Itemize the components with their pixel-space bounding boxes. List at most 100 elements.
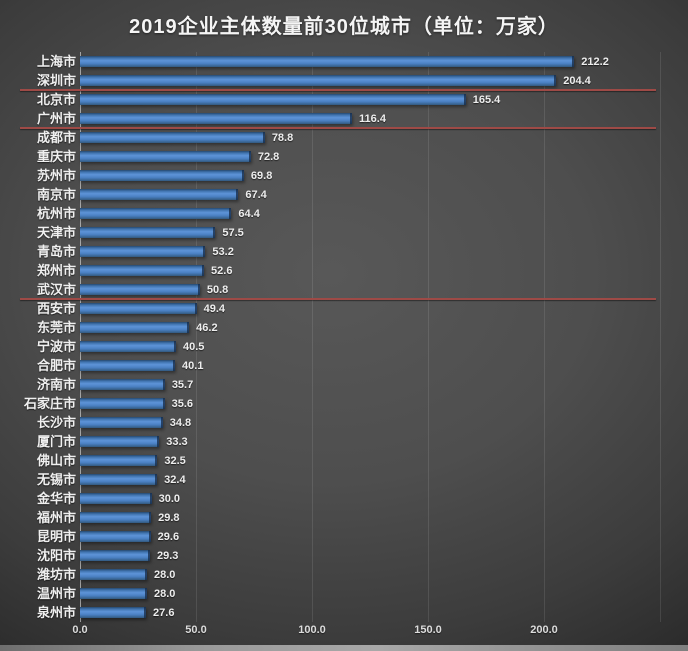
category-label: 福州市 (36, 509, 76, 525)
category-label: 天津市 (36, 224, 76, 240)
value-label: 69.8 (250, 169, 273, 182)
bar (80, 208, 232, 219)
bar (80, 151, 251, 162)
category-label: 宁波市 (36, 338, 76, 354)
x-tick-label: 200.0 (530, 624, 558, 636)
x-tick-label: 150.0 (414, 624, 442, 636)
category-label: 合肥市 (36, 357, 76, 373)
bar (80, 75, 557, 86)
bar (80, 341, 176, 352)
bar (80, 531, 151, 542)
value-label: 72.8 (257, 150, 280, 163)
value-label: 204.4 (563, 74, 591, 87)
value-label: 52.6 (211, 264, 233, 277)
bar (80, 246, 206, 257)
category-label: 北京市 (36, 91, 76, 107)
value-label: 30.0 (158, 492, 181, 505)
value-label: 49.4 (203, 302, 226, 315)
category-label: 长沙市 (36, 414, 76, 430)
category-label: 泉州市 (36, 604, 76, 620)
separator-line (20, 127, 656, 129)
bar (80, 360, 176, 371)
bar (80, 455, 158, 466)
bar (80, 417, 163, 428)
bar (80, 607, 147, 618)
category-label: 重庆市 (36, 148, 76, 164)
value-label: 27.6 (153, 606, 175, 619)
category-label: 石家庄市 (23, 395, 76, 411)
gridline (428, 52, 429, 622)
bar (80, 322, 190, 333)
value-label: 29.8 (158, 511, 180, 524)
bar (80, 569, 147, 580)
category-label: 上海市 (36, 53, 76, 69)
x-tick-label: 50.0 (185, 624, 207, 636)
value-label: 46.2 (196, 321, 218, 334)
bar (80, 398, 165, 409)
category-label: 杭州市 (36, 205, 76, 221)
category-label: 沈阳市 (36, 547, 76, 563)
category-label: 潍坊市 (36, 566, 76, 582)
value-label: 40.1 (182, 359, 204, 372)
bar (80, 474, 158, 485)
value-label: 212.2 (581, 55, 609, 68)
value-label: 33.3 (166, 435, 188, 448)
category-label: 昆明市 (36, 528, 76, 544)
category-label: 南京市 (36, 186, 76, 202)
gridline (312, 52, 313, 622)
value-label: 34.8 (169, 416, 192, 429)
value-label: 116.4 (359, 112, 386, 125)
bar (80, 113, 353, 124)
value-label: 67.4 (245, 188, 267, 201)
bar (80, 284, 200, 295)
bar (80, 512, 152, 523)
gridline (544, 52, 545, 622)
value-label: 29.3 (156, 549, 179, 562)
value-label: 32.5 (164, 454, 186, 467)
value-label: 57.5 (222, 226, 244, 239)
category-label: 广州市 (36, 110, 76, 126)
value-label: 53.2 (212, 245, 234, 258)
category-label: 青岛市 (36, 243, 76, 259)
bar (80, 265, 205, 276)
category-label: 成都市 (36, 129, 76, 145)
category-label: 无锡市 (36, 471, 76, 487)
category-label: 苏州市 (36, 167, 76, 183)
value-label: 29.6 (157, 530, 180, 543)
value-label: 35.6 (171, 397, 193, 410)
value-label: 165.4 (472, 93, 501, 106)
value-label: 32.4 (164, 473, 186, 486)
category-label: 武汉市 (36, 281, 76, 297)
bar (80, 227, 216, 238)
chart-title: 2019企业主体数量前30位城市（单位：万家） (129, 16, 559, 38)
bar (80, 550, 150, 561)
y-axis-line (80, 52, 81, 622)
x-tick-label: 100.0 (298, 624, 326, 636)
bar (80, 436, 160, 447)
bar (80, 303, 197, 314)
separator-line (20, 89, 656, 91)
bar (80, 189, 239, 200)
x-tick-label: 0.0 (72, 624, 88, 636)
bar (80, 56, 575, 67)
category-label: 厦门市 (36, 433, 76, 449)
bar (80, 94, 466, 105)
value-label: 40.5 (182, 340, 205, 353)
value-label: 35.7 (171, 378, 194, 391)
bar (80, 379, 165, 390)
category-label: 金华市 (36, 490, 76, 506)
value-label: 28.0 (153, 587, 176, 600)
category-label: 佛山市 (36, 452, 76, 468)
gridline (660, 52, 661, 622)
category-label: 西安市 (36, 300, 76, 316)
bar (80, 493, 152, 504)
category-label: 东莞市 (36, 319, 76, 335)
category-label: 济南市 (36, 376, 76, 392)
bar (80, 132, 265, 143)
separator-line (20, 298, 656, 300)
value-label: 78.8 (271, 131, 294, 144)
bottom-strip (0, 645, 688, 651)
bar (80, 588, 147, 599)
